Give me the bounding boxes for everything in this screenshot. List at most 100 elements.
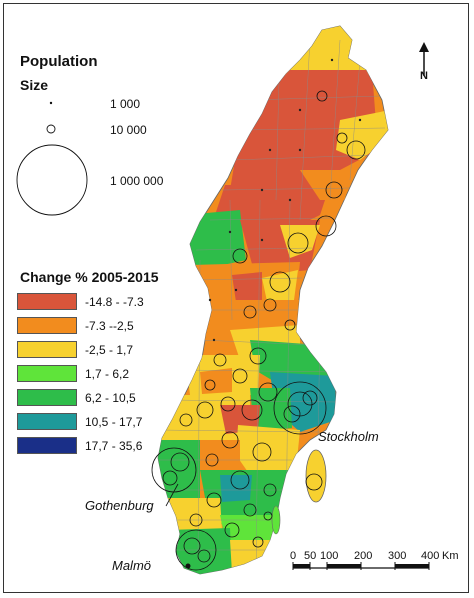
- change-class-label: -14.8 - -7.3: [85, 294, 144, 309]
- population-circle: [252, 442, 272, 462]
- size-label-medium: 10 000: [110, 123, 147, 137]
- scale-tick-label: 400: [421, 550, 440, 562]
- north-label: N: [420, 70, 428, 82]
- malmo-metro-circle: [175, 529, 217, 571]
- population-dot: [330, 58, 334, 62]
- population-circle: [213, 353, 227, 367]
- population-dot: [268, 148, 272, 152]
- region-fill: [230, 540, 270, 572]
- region-fill: [300, 170, 350, 200]
- population-dots: [208, 58, 362, 342]
- size-label-large: 1 000 000: [110, 174, 164, 188]
- population-dot: [234, 288, 238, 292]
- population-circle: [283, 405, 301, 423]
- population-circle: [197, 549, 211, 563]
- scale-tick-label: 200: [354, 550, 373, 562]
- change-class-row: 6,2 - 10,5: [17, 389, 136, 406]
- population-circle: [243, 305, 257, 319]
- change-class-row: -14.8 - -7.3: [17, 293, 144, 310]
- change-class-row: 1,7 - 6,2: [17, 365, 129, 382]
- change-class-label: 10,5 - 17,7: [85, 414, 143, 429]
- population-circle: [243, 503, 257, 517]
- legend-change-title: Change % 2005-2015: [20, 269, 159, 285]
- population-circle: [206, 492, 222, 508]
- population-circle: [241, 399, 263, 421]
- population-circle: [258, 382, 278, 402]
- change-class-label: 17,7 - 35,6: [85, 438, 143, 453]
- scale-tick-label: 0: [290, 550, 297, 562]
- population-circle: [232, 248, 248, 264]
- scale-bar: [292, 562, 430, 570]
- change-class-row: -2,5 - 1,7: [17, 341, 133, 358]
- population-circle: [302, 390, 318, 406]
- legend-population-title: Population: [20, 53, 98, 70]
- population-circle: [205, 453, 219, 467]
- region-fill: [196, 440, 240, 472]
- region-fill: [236, 425, 300, 475]
- population-circle: [325, 181, 343, 199]
- north-arrow-icon: [419, 42, 429, 76]
- population-dot: [298, 108, 302, 112]
- change-swatch: [17, 389, 77, 406]
- population-circle: [196, 401, 214, 419]
- change-class-row: 17,7 - 35,6: [17, 437, 142, 454]
- population-circle: [232, 368, 248, 384]
- change-swatch: [17, 293, 77, 310]
- population-circle: [162, 470, 178, 486]
- population-circle: [315, 215, 337, 237]
- population-dot: [260, 188, 264, 192]
- population-circle: [263, 298, 277, 312]
- city-label-gothenburg: Gothenburg: [85, 498, 154, 513]
- population-circle: [263, 511, 273, 521]
- size-legend-symbols: [16, 101, 88, 216]
- population-circle: [224, 522, 240, 538]
- change-class-label: 1,7 - 6,2: [85, 366, 130, 381]
- region-fill: [280, 26, 388, 75]
- scale-unit-label: Km: [442, 550, 459, 562]
- population-circle: [204, 379, 216, 391]
- population-circle: [189, 513, 203, 527]
- scale-tick-label: 300: [388, 550, 407, 562]
- population-circle: [346, 140, 366, 160]
- population-circle: [263, 483, 277, 497]
- population-dot: [358, 118, 362, 122]
- change-class-label: 6,2 - 10,5: [85, 390, 136, 405]
- population-circles: [151, 90, 366, 571]
- legend-size-title: Size: [20, 77, 49, 93]
- population-circle: [249, 347, 267, 365]
- size-symbol-medium: [46, 124, 56, 134]
- population-dot: [212, 338, 216, 342]
- population-circle: [220, 396, 236, 412]
- change-swatch: [17, 413, 77, 430]
- population-dot: [208, 298, 212, 302]
- city-label-stockholm: Stockholm: [318, 429, 379, 444]
- change-swatch: [17, 341, 77, 358]
- stockholm-metro-circle: [273, 381, 327, 435]
- population-circle: [221, 431, 239, 449]
- population-circle: [305, 473, 323, 491]
- population-dot: [260, 238, 264, 242]
- region-fill: [185, 210, 246, 270]
- municipality-borders: [158, 39, 386, 574]
- population-dot: [298, 148, 302, 152]
- population-circle: [252, 536, 264, 548]
- oland-island: [271, 505, 281, 535]
- municipality-fills: [158, 26, 388, 574]
- gothenburg-leader-line: [165, 483, 179, 507]
- gotland-island: [305, 449, 327, 503]
- scale-tick-label: 50: [304, 550, 317, 562]
- region-fill: [160, 498, 222, 532]
- region-fill: [170, 528, 232, 574]
- change-swatch: [17, 437, 77, 454]
- size-label-small: 1 000: [110, 97, 141, 111]
- population-circle: [316, 90, 328, 102]
- population-circle: [170, 452, 190, 472]
- change-swatch: [17, 317, 77, 334]
- population-dot: [228, 230, 232, 234]
- change-class-row: -7.3 --2,5: [17, 317, 134, 334]
- region-fill: [200, 368, 232, 394]
- change-class-label: -2,5 - 1,7: [85, 342, 134, 357]
- change-class-label: -7.3 --2,5: [85, 318, 134, 333]
- city-label-malmo: Malmö: [112, 558, 152, 573]
